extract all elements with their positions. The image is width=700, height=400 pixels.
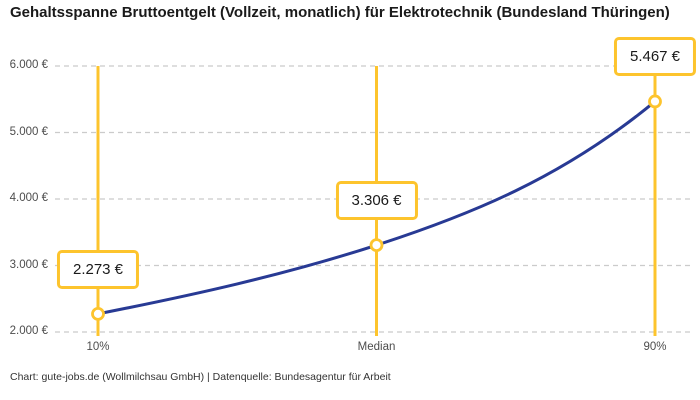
value-label-box: 3.306 €: [335, 181, 418, 221]
data-point-marker: [369, 238, 384, 253]
value-label-box: 2.273 €: [56, 249, 140, 289]
y-tick-label: 4.000 €: [9, 192, 48, 204]
data-point-marker: [91, 306, 105, 321]
y-tick-label: 2.000 €: [9, 325, 48, 337]
chart-footer: Chart: gute-jobs.de (Wollmilchsau GmbH) …: [10, 371, 391, 383]
data-point-marker: [648, 94, 662, 109]
y-tick-label: 3.000 €: [9, 258, 48, 271]
value-label-box: 5.467 €: [613, 37, 697, 77]
y-tick-label: 5.000 €: [9, 125, 48, 138]
x-tick-label: Median: [357, 341, 396, 353]
chart-title: Gehaltsspanne Bruttoentgelt (Vollzeit, m…: [10, 4, 670, 21]
y-tick-label: 6.000 €: [9, 59, 48, 71]
x-tick-label: 90%: [643, 341, 667, 353]
x-tick-label: 10%: [86, 341, 110, 353]
